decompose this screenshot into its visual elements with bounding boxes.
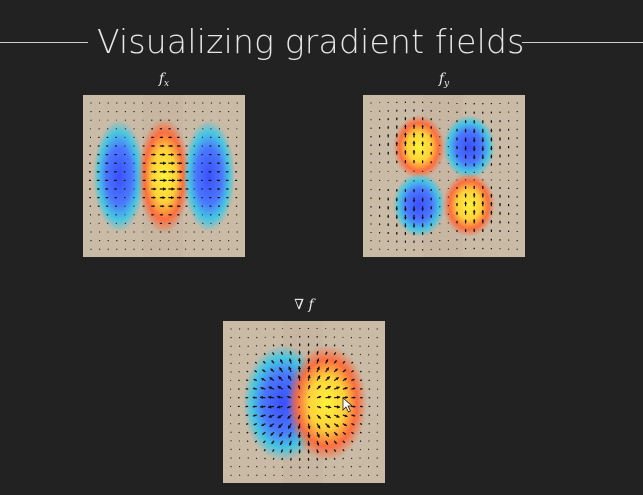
fy-panel-label: fy xyxy=(414,71,474,89)
fx-label-sub: x xyxy=(164,79,170,89)
fx-heatmap-plot xyxy=(83,95,245,257)
title-rule-left xyxy=(0,42,88,43)
fy-label-main: f xyxy=(438,71,445,87)
fx-label-main: f xyxy=(158,71,165,87)
fy-heatmap-plot xyxy=(363,95,525,257)
title-rule-right xyxy=(522,42,643,43)
fy-label-sub: y xyxy=(444,79,450,89)
slide-title: Visualizing gradient fields xyxy=(97,22,525,61)
grad-label-main: ∇ f xyxy=(294,297,314,313)
gradient-field-plot xyxy=(223,321,385,483)
grad-panel-label: ∇ f xyxy=(274,297,334,313)
slide-header: Visualizing gradient fields xyxy=(0,18,643,66)
mouse-pointer-icon xyxy=(342,397,354,413)
fx-panel-label: fx xyxy=(134,71,194,89)
